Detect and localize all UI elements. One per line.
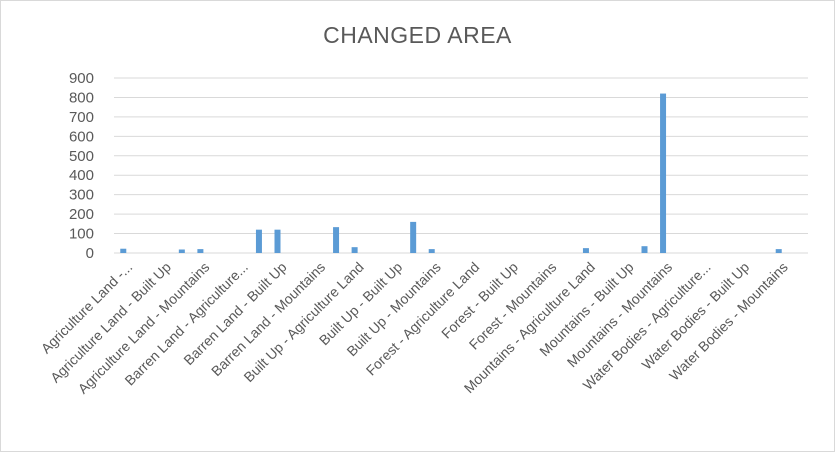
bar — [660, 93, 667, 253]
bar — [197, 249, 204, 253]
y-tick-label: 500 — [69, 148, 94, 165]
bar — [333, 227, 340, 253]
y-tick-label: 200 — [69, 206, 94, 223]
bar — [641, 246, 648, 253]
y-tick-label: 300 — [69, 187, 94, 204]
y-tick-label: 800 — [69, 89, 94, 106]
bar — [274, 229, 281, 253]
bar — [120, 248, 127, 253]
y-axis-ticks: 0 100 200 300 400 500 600 700 800 900 — [69, 70, 94, 262]
y-tick-label: 400 — [69, 167, 94, 184]
bar — [178, 249, 185, 253]
y-tick-label: 900 — [69, 70, 94, 87]
bar — [410, 221, 417, 253]
y-tick-label: 700 — [69, 109, 94, 126]
bar — [582, 248, 589, 253]
chart-title: CHANGED AREA — [323, 22, 512, 48]
bar — [775, 249, 782, 253]
gridlines — [114, 77, 808, 254]
bar — [255, 229, 262, 253]
x-axis-labels: Agriculture Land -...Agriculture Land - … — [38, 259, 791, 397]
y-tick-label: 600 — [69, 128, 94, 145]
bar — [351, 247, 358, 253]
y-tick-label: 0 — [86, 245, 94, 262]
y-tick-label: 100 — [69, 226, 94, 243]
bars — [120, 93, 782, 253]
bar — [428, 249, 435, 253]
